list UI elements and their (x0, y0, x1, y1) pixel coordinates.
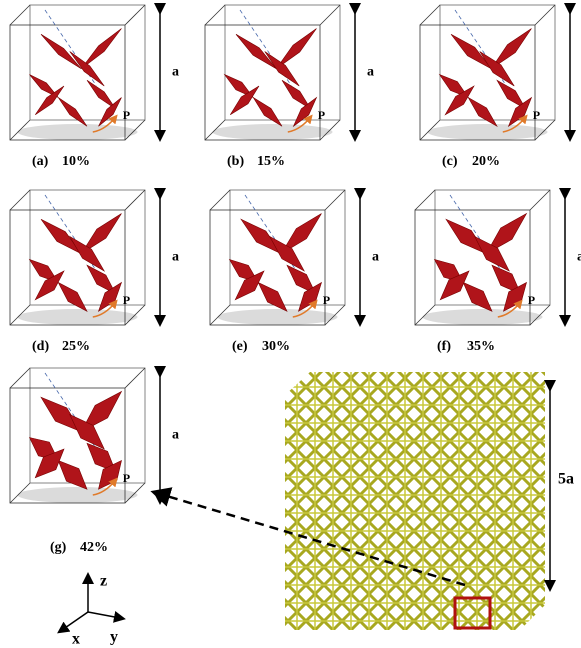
edge-label: a (172, 250, 179, 265)
cube-edge (325, 190, 345, 210)
shadow (423, 309, 543, 325)
strut (446, 219, 486, 254)
cube-edge (320, 5, 340, 25)
panel-fraction: 15% (257, 154, 285, 169)
cube-edge (205, 5, 225, 25)
figure: 5a z x y Pa (a) 10% Pa (b) 15% Pa (c) 20% Pa (d) 25… (0, 0, 581, 648)
edge-label: a (172, 65, 179, 80)
axis-y (88, 612, 120, 618)
panel-label: (a) (32, 154, 49, 169)
strut (41, 34, 81, 69)
edge-label: a (372, 250, 379, 265)
strut (70, 52, 105, 87)
strut (58, 283, 87, 312)
panel-fraction: 20% (472, 154, 500, 169)
cube-edge (125, 190, 145, 210)
point-label: P (528, 293, 535, 307)
panel: Pa (b) 15% (205, 5, 374, 169)
panel: Pa (g) 42% (10, 368, 179, 555)
panel: Pa (a) 10% (10, 5, 179, 169)
edge-label: a (367, 65, 374, 80)
strut (265, 52, 300, 87)
strut (81, 29, 121, 69)
cube-edge (415, 190, 435, 210)
point-label: P (123, 293, 130, 307)
shadow (428, 124, 548, 140)
shadow (18, 124, 138, 140)
cube-edge (10, 368, 30, 388)
panel-fraction: 42% (80, 540, 108, 555)
panel: Pa (f) 35% (415, 190, 581, 354)
cube-edge (535, 5, 555, 25)
shadow (18, 309, 138, 325)
strut (463, 283, 492, 312)
lattice-body (285, 372, 545, 630)
strut (58, 461, 87, 490)
edge-label: a (577, 250, 581, 265)
axis-y-label: y (110, 629, 118, 646)
cube-edge (210, 190, 230, 210)
point-label: P (318, 108, 325, 122)
axis-x (62, 612, 88, 630)
cube-edge (125, 5, 145, 25)
panel-fraction: 25% (62, 339, 90, 354)
cube-edge (125, 368, 145, 388)
strut (468, 98, 497, 127)
strut (253, 98, 282, 127)
panel: Pa(c)20% (420, 5, 581, 169)
edge-label: a (172, 428, 179, 443)
panel: Pa (d) 25% (10, 190, 179, 354)
shadow (213, 124, 333, 140)
strut (258, 283, 287, 312)
strut (451, 34, 491, 69)
lattice-edge-label: 5a (558, 471, 574, 488)
panel-fraction: 10% (62, 154, 90, 169)
panel-label: (c) (442, 154, 458, 169)
axis-z-label: z (100, 573, 107, 590)
panel-label: (e) (232, 339, 248, 354)
lattice: 5a (285, 372, 574, 630)
panel-fraction: 30% (262, 339, 290, 354)
panel-label: (b) (227, 154, 244, 169)
point-label: P (323, 293, 330, 307)
panel-label: (f) (437, 339, 451, 354)
point-label: P (123, 108, 130, 122)
strut (276, 29, 316, 69)
panel-label: (g) (50, 540, 67, 555)
cube-edge (10, 5, 30, 25)
shadow (218, 309, 338, 325)
cube-edge (420, 5, 440, 25)
strut (236, 34, 276, 69)
axis-x-label: x (72, 631, 80, 648)
panel-fraction: 35% (467, 339, 495, 354)
axes-triad: z x y (62, 573, 120, 648)
point-label: P (123, 471, 130, 485)
panel-label: (d) (32, 339, 49, 354)
shadow (18, 487, 138, 503)
panel: Pa (e) 30% (210, 190, 379, 354)
point-label: P (533, 108, 540, 122)
cube-edge (10, 190, 30, 210)
strut (241, 219, 281, 254)
cube-edge (530, 190, 550, 210)
strut (41, 219, 81, 254)
strut (87, 80, 116, 109)
strut (58, 98, 87, 127)
